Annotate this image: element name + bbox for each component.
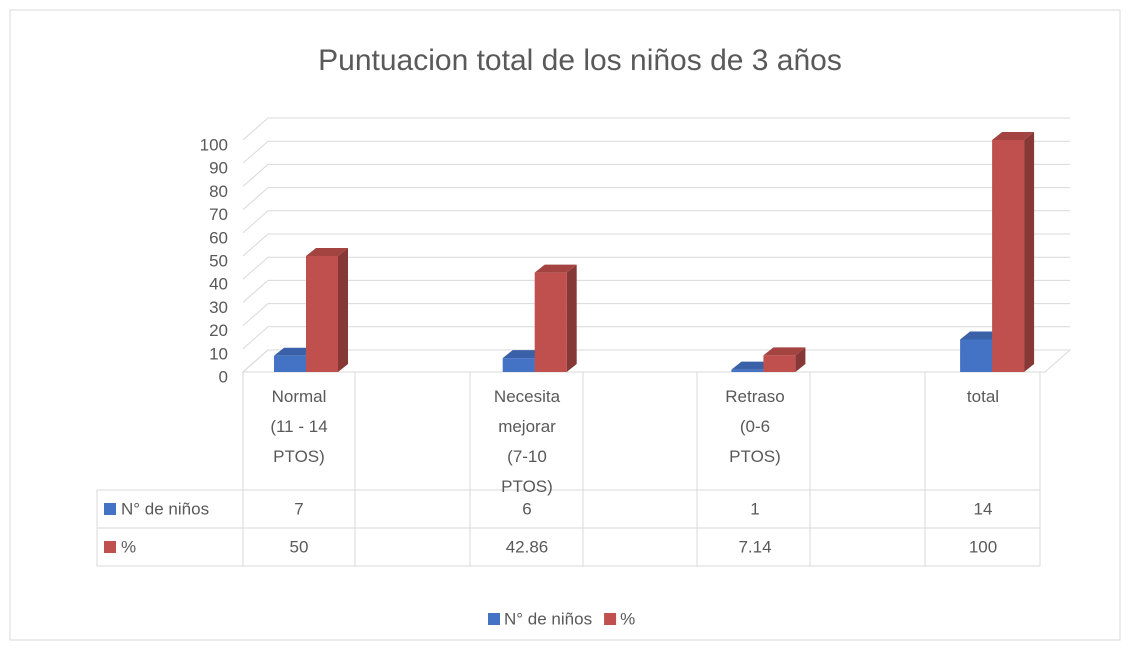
category-label: Necesita mejorar (7-10 PTOS) bbox=[493, 387, 561, 496]
table-value: 6 bbox=[522, 499, 531, 518]
y-tick-label: 80 bbox=[209, 182, 228, 201]
grid-line bbox=[242, 140, 1070, 164]
bar bbox=[306, 248, 348, 372]
bar-face bbox=[960, 331, 1003, 340]
bar-face bbox=[274, 347, 316, 356]
bar-face bbox=[534, 264, 577, 273]
y-tick-label: 100 bbox=[200, 135, 228, 154]
grid-line bbox=[242, 187, 1070, 210]
legend-key bbox=[488, 613, 500, 625]
bar-face bbox=[731, 369, 764, 372]
y-tick-label: 40 bbox=[209, 275, 228, 294]
grid-line bbox=[242, 117, 1070, 141]
bar-face bbox=[763, 355, 796, 372]
y-tick-label: 10 bbox=[209, 344, 228, 363]
table-series-name: N° de niños bbox=[121, 499, 209, 518]
y-tick-label: 30 bbox=[209, 298, 228, 317]
y-tick-label: 90 bbox=[209, 159, 228, 178]
legend-key bbox=[604, 613, 617, 625]
bar bbox=[763, 347, 806, 372]
grid-line bbox=[242, 210, 1070, 234]
chart-title: Puntuacion total de los niños de 3 años bbox=[318, 44, 842, 77]
grid-line bbox=[242, 279, 1070, 303]
legend-label: % bbox=[620, 609, 635, 628]
table-value: 50 bbox=[290, 537, 309, 556]
table-value: 1 bbox=[750, 499, 759, 518]
bar-face bbox=[1024, 132, 1035, 372]
table-value: 7 bbox=[294, 499, 303, 518]
category-label: Normal (11 - 14 PTOS) bbox=[270, 387, 328, 466]
legend-key bbox=[104, 541, 116, 553]
bar-face bbox=[306, 248, 348, 256]
grid-line bbox=[242, 326, 1070, 350]
grid-line bbox=[242, 303, 1070, 326]
table-value: 14 bbox=[974, 499, 993, 518]
bar-face bbox=[502, 358, 535, 372]
bar bbox=[534, 264, 577, 372]
bar-face bbox=[534, 272, 567, 372]
bar-face bbox=[338, 248, 348, 372]
y-tick-label: 0 bbox=[219, 367, 228, 386]
bar-face bbox=[763, 347, 806, 356]
bar-face bbox=[731, 361, 774, 370]
legend-label: N° de niños bbox=[504, 609, 592, 628]
bar-face bbox=[992, 140, 1025, 372]
bar bbox=[992, 132, 1035, 372]
y-tick-label: 60 bbox=[209, 228, 228, 247]
table-value: 7.14 bbox=[738, 537, 771, 556]
grid-line bbox=[242, 256, 1070, 280]
y-tick-label: 50 bbox=[209, 251, 228, 270]
category-label: total bbox=[966, 387, 1000, 406]
grid-line bbox=[242, 163, 1070, 187]
bar-face bbox=[274, 355, 306, 372]
bar-face bbox=[566, 264, 577, 372]
table-value: 100 bbox=[969, 537, 997, 556]
bar-face bbox=[502, 350, 545, 359]
table-series-name: % bbox=[121, 537, 136, 556]
table-value: 42.86 bbox=[506, 537, 549, 556]
bar-face bbox=[795, 347, 806, 372]
y-tick-label: 20 bbox=[209, 321, 228, 340]
bar-face bbox=[992, 132, 1035, 140]
grid-line bbox=[242, 233, 1070, 257]
bar-face bbox=[306, 256, 338, 372]
legend-key bbox=[104, 503, 116, 515]
bar-face bbox=[960, 339, 993, 372]
y-tick-label: 70 bbox=[209, 205, 228, 224]
category-label: Retraso (0-6 PTOS) bbox=[725, 387, 785, 466]
